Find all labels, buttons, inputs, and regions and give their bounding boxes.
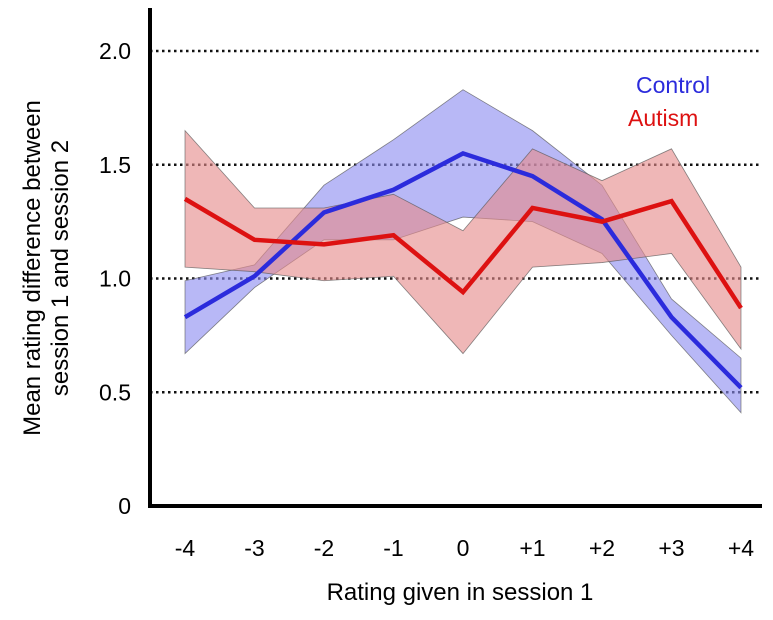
x-tick-label: +2 [589,535,615,561]
y-tick-label: 1.5 [99,152,131,178]
legend-entry-control: Control [636,72,710,98]
series-lines [183,150,743,390]
x-tick-label: 0 [457,535,470,561]
y-axis-label-line-1: Mean rating difference between [19,100,46,436]
x-tick-label: -1 [383,535,403,561]
y-tick-labels: 0 0.5 1.0 1.5 2.0 [99,38,131,519]
axes [148,8,762,508]
legend: Control Autism [628,72,710,131]
y-axis-label-line-2: session 1 and session 2 [47,140,74,396]
line-autism [183,196,743,310]
y-tick-label: 2.0 [99,38,131,64]
x-tick-labels: -4 -3 -2 -1 0 +1 +2 +3 +4 [175,535,755,561]
x-axis-label: Rating given in session 1 [327,579,594,606]
y-tick-label: 1.0 [99,266,131,292]
x-tick-label: -2 [314,535,334,561]
band-autism [184,129,742,355]
x-tick-label: -3 [244,535,264,561]
x-tick-label: +3 [658,535,684,561]
y-tick-label: 0.5 [99,379,131,405]
x-tick-label: +1 [519,535,545,561]
x-tick-label: -4 [175,535,196,561]
x-tick-label: +4 [728,535,754,561]
line-control [183,150,743,390]
confidence-bands [184,89,742,414]
legend-entry-autism: Autism [628,105,698,131]
y-tick-label: 0 [118,493,131,519]
